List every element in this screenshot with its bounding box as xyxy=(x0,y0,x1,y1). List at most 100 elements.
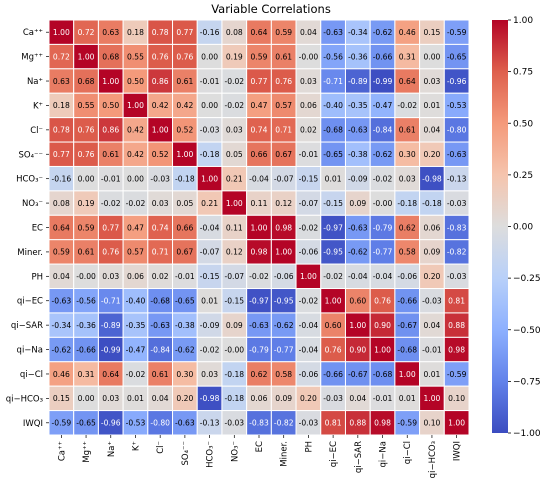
heatmap-cell xyxy=(172,19,198,45)
heatmap-cell xyxy=(196,288,223,314)
y-tick-label: qi−Na xyxy=(17,346,43,356)
heatmap-cell xyxy=(270,92,297,119)
heatmap-cell xyxy=(196,239,223,265)
cell-value-label: 1.00 xyxy=(201,174,218,183)
heatmap-cell xyxy=(320,43,346,70)
cell-value-label: -0.59 xyxy=(397,419,417,428)
cell-value-label: -0.03 xyxy=(323,394,343,403)
cell-value-label: 0.57 xyxy=(275,101,292,110)
heatmap-cell xyxy=(122,312,149,338)
heatmap-cell xyxy=(221,361,248,387)
heatmap-cell xyxy=(196,312,223,338)
cell-value-label: -0.35 xyxy=(348,101,368,110)
cell-value-label: 0.59 xyxy=(275,28,292,37)
heatmap-cell xyxy=(73,239,99,265)
heatmap-cell xyxy=(443,19,470,45)
cell-value-label: 0.50 xyxy=(127,77,144,86)
cell-value-label: 1.00 xyxy=(374,345,391,354)
cell-value-label: 0.76 xyxy=(275,77,292,86)
heatmap-cell xyxy=(394,288,421,314)
cell-value-label: -0.02 xyxy=(224,77,244,86)
colorbar-tick-label: −1.00 xyxy=(513,429,541,439)
heatmap-cell xyxy=(172,336,198,363)
cell-value-label: -0.66 xyxy=(373,52,393,61)
cell-value-label: 0.47 xyxy=(251,101,268,110)
cell-value-label: 1.00 xyxy=(78,52,95,61)
heatmap-cell xyxy=(295,117,322,143)
heatmap-cell xyxy=(221,385,248,412)
cell-value-label: 0.47 xyxy=(127,223,144,232)
cell-value-label: 0.61 xyxy=(176,77,193,86)
cell-value-label: -0.66 xyxy=(76,345,96,354)
cell-value-label: 0.55 xyxy=(78,101,95,110)
cell-value-label: 0.01 xyxy=(325,174,342,183)
y-tick-label: IWQI xyxy=(23,419,43,429)
heatmap-cell xyxy=(122,336,149,363)
cell-value-label: 1.00 xyxy=(349,321,366,330)
heatmap-cell xyxy=(196,190,223,216)
cell-value-label: 0.42 xyxy=(127,150,144,159)
cell-value-label: -0.56 xyxy=(76,297,96,306)
cell-value-label: -0.03 xyxy=(150,174,170,183)
cell-value-label: -0.13 xyxy=(447,174,467,183)
heatmap-cell xyxy=(172,43,198,70)
heatmap-cell xyxy=(443,385,470,412)
cell-value-label: -0.06 xyxy=(299,248,319,257)
heatmap-cell xyxy=(246,263,272,290)
cell-value-label: -0.18 xyxy=(224,370,244,379)
cell-value-label: 0.76 xyxy=(325,345,342,354)
cell-value-label: 0.64 xyxy=(53,223,70,232)
cell-value-label: -0.09 xyxy=(200,321,220,330)
x-tick-label: IWQI xyxy=(453,441,463,461)
cell-value-label: 0.03 xyxy=(300,77,317,86)
heatmap-cell xyxy=(147,336,174,363)
cell-value-label: -0.71 xyxy=(323,77,343,86)
cell-value-label: 0.31 xyxy=(399,52,416,61)
cell-value-label: -0.01 xyxy=(175,272,195,281)
cell-value-label: -0.01 xyxy=(101,174,121,183)
cell-value-label: 0.46 xyxy=(53,370,70,379)
cell-value-label: -0.84 xyxy=(150,345,170,354)
heatmap-cell xyxy=(369,312,396,338)
heatmap-cell xyxy=(443,165,470,192)
cell-value-label: -0.18 xyxy=(397,199,417,208)
cell-value-label: 0.76 xyxy=(374,297,391,306)
cell-value-label: -0.18 xyxy=(175,174,195,183)
chart-title: Variable Correlations xyxy=(211,2,331,16)
cell-value-label: 0.00 xyxy=(127,174,144,183)
cell-value-label: -0.99 xyxy=(101,345,121,354)
cell-value-label: 0.61 xyxy=(78,248,95,257)
heatmap-cell xyxy=(295,263,322,290)
cell-value-label: 0.58 xyxy=(275,370,292,379)
cell-value-label: 0.21 xyxy=(226,174,243,183)
cell-value-label: 0.86 xyxy=(152,77,169,86)
heatmap-cell xyxy=(419,68,445,94)
cell-value-label: 0.09 xyxy=(349,199,366,208)
cell-value-label: 0.64 xyxy=(251,28,268,37)
cell-value-label: -0.62 xyxy=(52,345,72,354)
cell-value-label: -0.63 xyxy=(249,321,269,330)
cell-value-label: 0.46 xyxy=(399,28,416,37)
heatmap-cell xyxy=(147,92,174,119)
cell-value-label: -0.47 xyxy=(126,345,146,354)
cell-value-label: -0.62 xyxy=(348,248,368,257)
cell-value-label: -0.07 xyxy=(224,272,244,281)
cell-value-label: 0.88 xyxy=(349,419,366,428)
heatmap-cell xyxy=(97,385,124,412)
cell-value-label: -0.09 xyxy=(348,174,368,183)
cell-value-label: 1.00 xyxy=(102,77,119,86)
cell-value-label: -0.00 xyxy=(299,52,319,61)
heatmap-cell xyxy=(196,117,223,143)
heatmap-cell xyxy=(73,43,99,70)
heatmap-cell xyxy=(344,361,371,387)
cell-value-label: -0.68 xyxy=(397,345,417,354)
x-tick-label: Mg⁺⁺ xyxy=(82,441,92,463)
cell-value-label: -0.66 xyxy=(397,297,417,306)
cell-value-label: -0.16 xyxy=(52,174,72,183)
heatmap-cell xyxy=(320,312,346,338)
x-tick-label: Na⁺ xyxy=(107,441,117,457)
cell-value-label: -0.71 xyxy=(101,297,121,306)
cell-value-label: -0.03 xyxy=(447,199,467,208)
heatmap-cell xyxy=(73,92,99,119)
cell-value-label: -0.59 xyxy=(447,28,467,37)
